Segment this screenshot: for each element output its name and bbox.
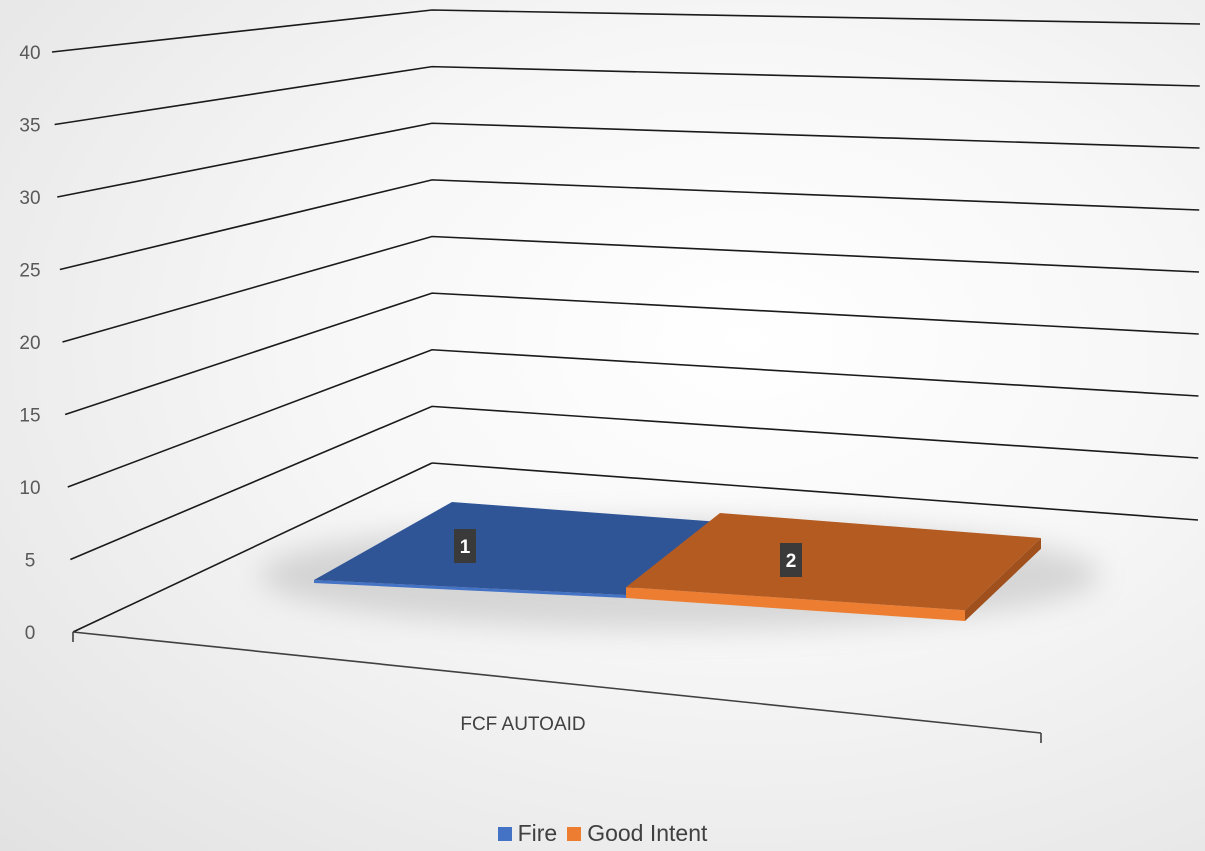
y-tick-label: 30	[19, 188, 40, 209]
bars	[314, 502, 1041, 621]
y-tick-label: 20	[19, 333, 40, 354]
axes	[72, 462, 1199, 743]
legend-item-good-intent: Good Intent	[567, 820, 707, 847]
bar-side-face	[965, 538, 1041, 621]
data-label-2: 2	[780, 543, 802, 577]
y-tick-label: 25	[19, 261, 40, 282]
data-label-1: 1	[454, 529, 476, 563]
bar-good-intent	[626, 513, 1041, 621]
data-labels: 12	[454, 529, 802, 577]
bar-top-face	[626, 513, 1041, 611]
gridlines	[51, 9, 1201, 561]
y-tick-label: 15	[19, 406, 40, 427]
gridline	[67, 348, 1199, 488]
x-axis-line	[72, 631, 1042, 734]
y-tick-label: 35	[19, 116, 40, 137]
y-tick-label: 5	[25, 551, 36, 572]
data-label-text: 1	[460, 537, 471, 558]
bar-top-face	[314, 502, 720, 596]
gridline	[54, 65, 1200, 126]
floor-back-edge	[431, 462, 1199, 521]
bar-fire	[314, 502, 720, 598]
floor-left-edge	[72, 462, 433, 633]
y-tick-label: 40	[19, 43, 40, 64]
legend-swatch-good-intent	[567, 826, 582, 841]
gridline	[57, 122, 1200, 198]
bar-front-face	[314, 580, 626, 598]
legend: Fire Good Intent	[0, 820, 1205, 847]
y-tick-labels: 0 5 10 15 20 25 30 35 40	[19, 43, 40, 644]
y-tick-label: 10	[19, 478, 40, 499]
legend-item-fire: Fire	[497, 820, 558, 847]
y-tick-label: 0	[25, 623, 36, 644]
gridline	[59, 179, 1200, 271]
legend-label-good-intent: Good Intent	[587, 820, 708, 846]
legend-swatch-fire	[497, 826, 512, 841]
category-label: FCF AUTOAID	[460, 714, 585, 735]
legend-label-fire: Fire	[517, 820, 558, 846]
gridline	[64, 292, 1199, 416]
data-label-box	[780, 543, 802, 577]
gridline	[51, 9, 1201, 53]
bar-front-face	[626, 587, 965, 621]
data-label-text: 2	[786, 551, 797, 572]
gridline	[70, 405, 1199, 561]
gridline	[62, 235, 1200, 343]
data-label-box	[454, 529, 476, 563]
